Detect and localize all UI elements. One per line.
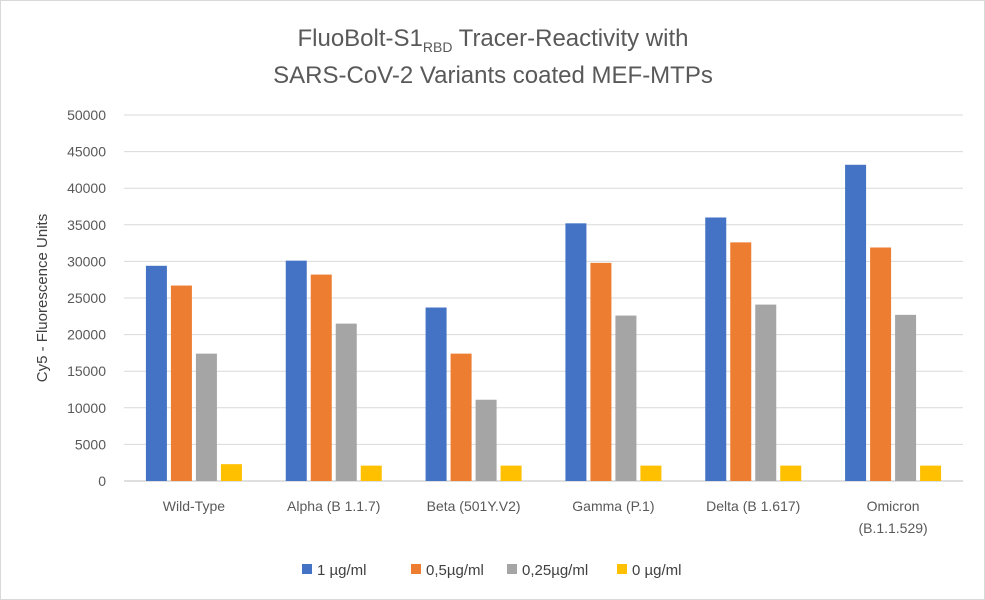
bar xyxy=(220,464,242,481)
y-axis-title: Cy5 - Fluorescence Units xyxy=(34,214,51,382)
y-tick-label: 10000 xyxy=(67,400,106,416)
chart-title-rest: Tracer-Reactivity with xyxy=(452,25,688,52)
bar xyxy=(565,223,587,481)
legend-item: 0,25µg/ml xyxy=(507,562,588,579)
y-tick-label: 50000 xyxy=(67,107,106,123)
bar xyxy=(730,242,752,481)
chart-title-subscript: RBD xyxy=(423,39,453,55)
x-tick-label: Delta (B 1.617) xyxy=(706,498,800,514)
legend-item: 1 µg/ml xyxy=(302,562,367,579)
y-tick-label: 0 xyxy=(98,473,106,489)
chart-title-main: FluoBolt-S1 xyxy=(297,25,422,52)
bar xyxy=(705,217,727,482)
chart-title-line2: SARS-CoV-2 Variants coated MEF-MTPs xyxy=(273,62,713,89)
bar xyxy=(475,399,497,481)
bar xyxy=(310,274,332,481)
y-tick-label: 35000 xyxy=(67,217,106,233)
bar xyxy=(335,323,357,481)
legend-label: 0,25µg/ml xyxy=(522,562,588,579)
legend-item: 0,5µg/ml xyxy=(411,562,484,579)
x-tick-label: Gamma (P.1) xyxy=(572,498,654,514)
bar xyxy=(195,353,217,481)
legend-label: 1 µg/ml xyxy=(317,562,367,579)
y-tick-label: 30000 xyxy=(67,253,106,269)
bars xyxy=(145,164,942,482)
bar xyxy=(755,304,777,481)
y-axis-ticks: 0 5000 10000 15000 20000 25000 30000 35000 40000… xyxy=(67,107,106,489)
bar xyxy=(895,314,917,481)
x-tick-label: (B.1.1.529) xyxy=(858,520,927,536)
bar xyxy=(170,285,192,481)
x-tick-label: Alpha (B 1.1.7) xyxy=(287,498,380,514)
bar xyxy=(920,465,942,481)
x-tick-label: Beta (501Y.V2) xyxy=(427,498,521,514)
bar xyxy=(870,247,892,481)
legend-swatch xyxy=(507,564,517,574)
bar xyxy=(450,353,472,481)
y-tick-label: 25000 xyxy=(67,290,106,306)
y-tick-label: 45000 xyxy=(67,144,106,160)
bar xyxy=(500,465,522,481)
bar xyxy=(360,465,382,481)
y-tick-label: 5000 xyxy=(75,436,106,452)
legend: 1 µg/ml 0,5µg/ml 0,25µg/ml 0 µg/ml xyxy=(302,562,682,579)
bar xyxy=(145,265,167,481)
bar xyxy=(285,260,307,481)
legend-swatch xyxy=(411,564,421,574)
bar xyxy=(780,465,802,481)
bar xyxy=(425,307,447,481)
legend-swatch xyxy=(617,564,627,574)
legend-label: 0 µg/ml xyxy=(632,562,682,579)
x-axis-ticks: Wild-Type Alpha (B 1.1.7) Beta (501Y.V2) Ga… xyxy=(163,498,928,536)
x-tick-label: Omicron xyxy=(867,498,920,514)
bar xyxy=(615,315,637,481)
y-tick-label: 20000 xyxy=(67,327,106,343)
legend-label: 0,5µg/ml xyxy=(426,562,484,579)
chart-title-line1: FluoBolt-S1RBD Tracer-Reactivity with xyxy=(297,25,688,55)
legend-item: 0 µg/ml xyxy=(617,562,682,579)
legend-swatch xyxy=(302,564,312,574)
y-tick-label: 15000 xyxy=(67,363,106,379)
bar xyxy=(590,262,612,481)
x-tick-label: Wild-Type xyxy=(163,498,225,514)
y-tick-label: 40000 xyxy=(67,180,106,196)
gridlines xyxy=(124,114,963,482)
bar xyxy=(640,465,662,481)
bar xyxy=(845,164,867,481)
